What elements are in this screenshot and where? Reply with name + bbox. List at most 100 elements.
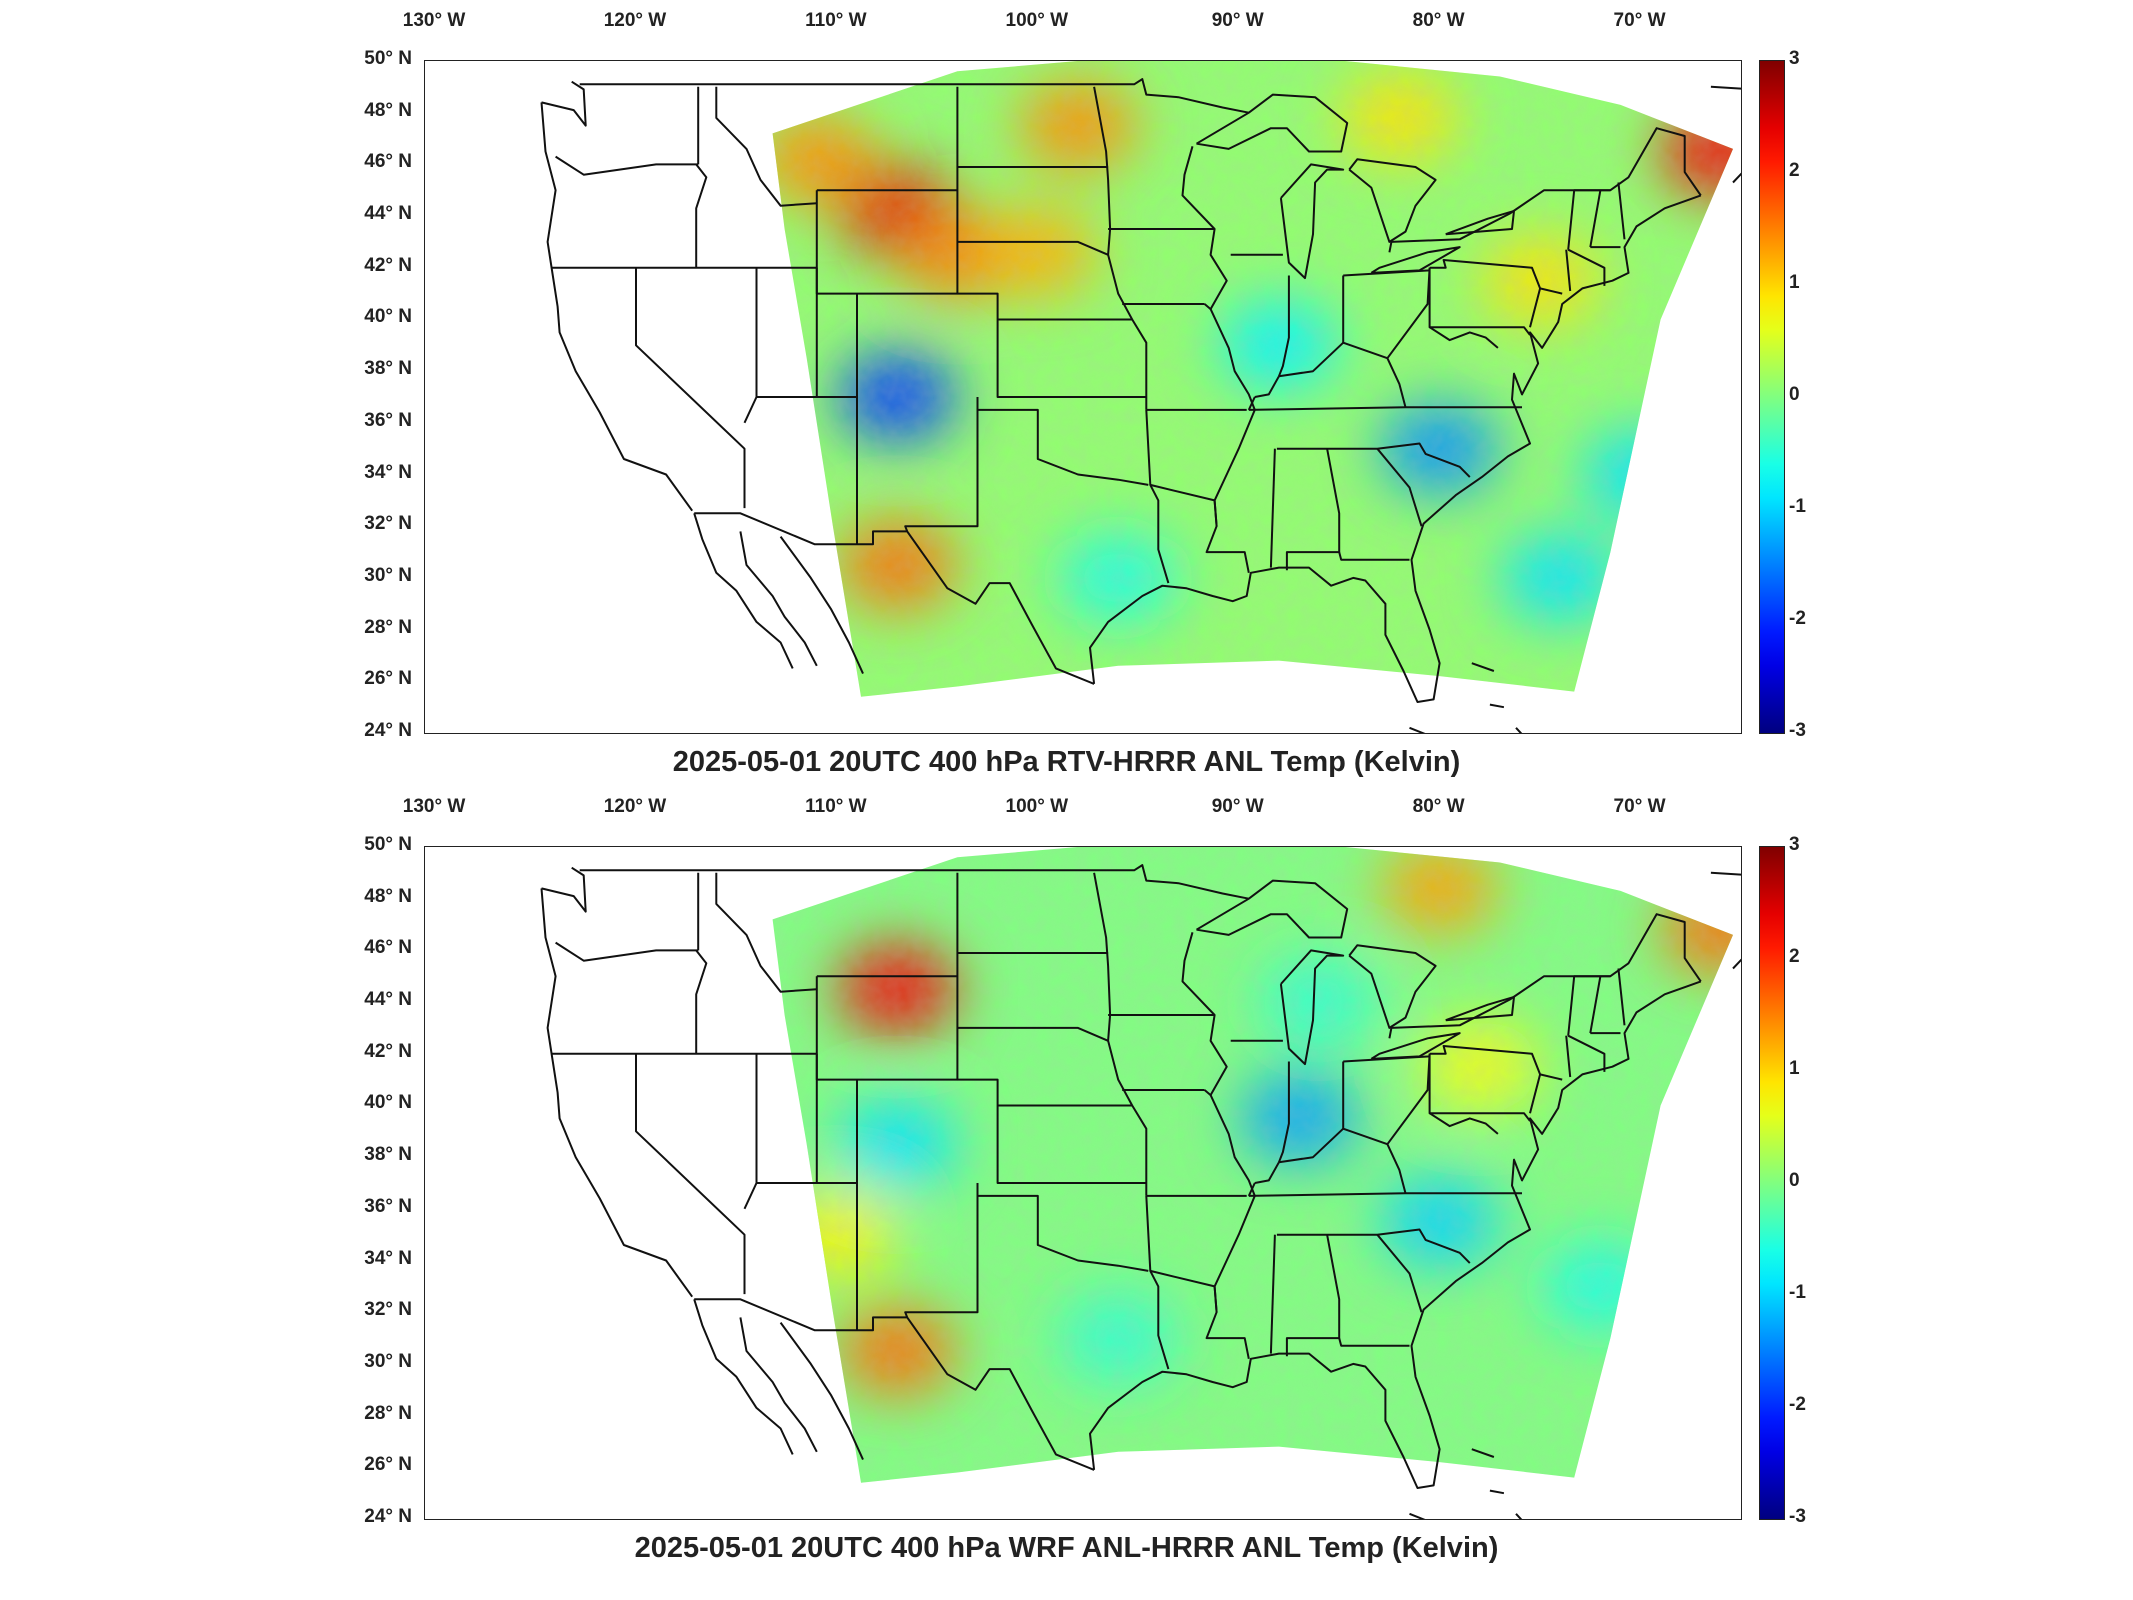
boundary-line: [1567, 248, 1606, 286]
boundary-line: [1376, 1234, 1423, 1313]
panel-title: 2025-05-01 20UTC 400 hPa WRF ANL-HRRR AN…: [634, 1532, 1499, 1564]
latitude-tick-label: 48° N: [364, 885, 412, 907]
colorbar-tick-label: 3: [1789, 834, 1800, 855]
latitude-tick-label: 28° N: [364, 616, 412, 638]
boundary-line: [1567, 1034, 1606, 1072]
boundary-line: [715, 86, 817, 207]
boundary-line: [1565, 249, 1572, 292]
longitude-tick-label: 70° W: [1613, 796, 1666, 817]
boundary-line: [1386, 1143, 1407, 1194]
boundary-line: [1279, 163, 1345, 280]
latitude-tick-label: 46° N: [364, 151, 412, 173]
longitude-tick-label: 110° W: [805, 10, 867, 31]
boundaries: [540, 78, 1741, 733]
boundary-line: [957, 1026, 1109, 1042]
boundary-line: [693, 1299, 794, 1455]
boundary-line: [1181, 932, 1228, 1097]
boundary-line: [693, 513, 794, 669]
boundary-line: [1195, 879, 1349, 939]
boundary-line: [1589, 190, 1602, 248]
boundary-line: [695, 949, 708, 1054]
latitude-tick-label: 30° N: [364, 564, 412, 586]
boundary-line: [1409, 1512, 1426, 1519]
boundary-line: [1489, 703, 1505, 709]
boundary-line: [1428, 267, 1531, 336]
boundary-line: [743, 267, 758, 424]
latitude-tick-label: 50° N: [364, 834, 412, 855]
colorbar-tick-label: 2: [1789, 160, 1800, 181]
boundary-line: [1471, 1448, 1495, 1458]
longitude-tick-label: 70° W: [1613, 10, 1666, 31]
latitude-tick-label: 38° N: [364, 1144, 412, 1166]
boundary-line: [1732, 172, 1741, 184]
boundary-line: [1376, 448, 1423, 527]
boundary-line: [977, 408, 1149, 486]
longitude-tick-label: 120° W: [603, 10, 667, 31]
colorbar-tick-label: 0: [1789, 384, 1800, 405]
latitude-tick-label: 36° N: [364, 409, 412, 431]
boundary-line: [540, 888, 694, 1298]
boundary-line: [1150, 483, 1250, 573]
latitude-tick-label: 40° N: [364, 1092, 412, 1114]
boundary-line: [1489, 1489, 1505, 1495]
boundary-line: [957, 240, 1109, 256]
boundary-line: [1338, 551, 1410, 561]
temperature-field: [772, 61, 1734, 697]
longitude-tick-label: 90° W: [1211, 10, 1264, 31]
boundary-line: [1247, 1182, 1256, 1197]
boundary-line: [1529, 288, 1542, 328]
latitude-tick-label: 44° N: [364, 989, 412, 1011]
longitude-tick-label: 130° W: [402, 796, 466, 817]
boundary-line: [1285, 448, 1341, 571]
boundary-line: [1195, 93, 1349, 153]
longitude-tick-label: 110° W: [805, 796, 867, 817]
panel-wrf-hrrr: 130° W 120° W 110° W 100° W 90° W 80° W 70° W …: [0, 786, 2133, 1586]
latitude-tick-label: 34° N: [364, 461, 412, 483]
latitude-tick-label: 30° N: [364, 1350, 412, 1372]
boundary-line: [555, 941, 699, 962]
latitude-tick-label: 38° N: [364, 358, 412, 380]
colorbar-tick-label: -2: [1789, 608, 1806, 629]
boundary-line: [695, 163, 708, 268]
boundary-line: [1348, 944, 1437, 1029]
longitude-tick-label: 90° W: [1211, 796, 1264, 817]
boundary-line: [739, 531, 818, 667]
boundary-line: [956, 872, 1147, 1184]
colorbar: [1759, 846, 1785, 1520]
latitude-tick-label: 50° N: [364, 48, 412, 69]
colorbar-tick-label: 1: [1789, 272, 1800, 293]
boundary-line: [1471, 662, 1495, 672]
boundary-line: [1089, 980, 1702, 1489]
boundary-line: [1515, 1513, 1523, 1519]
latitude-tick-label: 32° N: [364, 1299, 412, 1321]
boundary-line: [1348, 158, 1437, 243]
boundary-line: [1254, 375, 1280, 398]
map-plot-area: [424, 846, 1742, 1520]
boundary-line: [1276, 442, 1471, 478]
boundary-line: [540, 102, 694, 512]
boundary-line: [1277, 275, 1290, 377]
boundary-line: [1338, 1337, 1410, 1347]
temperature-difference-map: [540, 61, 1741, 733]
boundary-line: [1710, 871, 1741, 876]
boundary-line: [579, 864, 1249, 900]
latitude-tick-label: 26° N: [364, 668, 412, 690]
boundary-line: [956, 86, 1147, 398]
boundary-line: [579, 78, 1249, 114]
boundary-line: [1145, 409, 1170, 584]
latitude-tick-label: 24° N: [364, 720, 412, 741]
latitude-tick-label: 28° N: [364, 1402, 412, 1424]
panel-rtv-hrrr: 130° W 120° W 110° W 100° W 90° W 80° W 70° W …: [364, 10, 1806, 778]
boundary-line: [1248, 1192, 1522, 1197]
boundary-line: [694, 512, 1095, 685]
boundary-line: [555, 155, 699, 176]
boundary-line: [1269, 448, 1276, 568]
colorbar-tick-label: -3: [1789, 1506, 1806, 1527]
colorbar-tick-label: -1: [1789, 1282, 1806, 1303]
colorbar-tick-label: -3: [1789, 720, 1806, 741]
latitude-tick-label: 36° N: [364, 1195, 412, 1217]
boundary-line: [779, 536, 864, 675]
latitude-tick-label: 32° N: [364, 513, 412, 535]
boundary-line: [1278, 1127, 1344, 1164]
boundary-line: [1617, 182, 1626, 240]
